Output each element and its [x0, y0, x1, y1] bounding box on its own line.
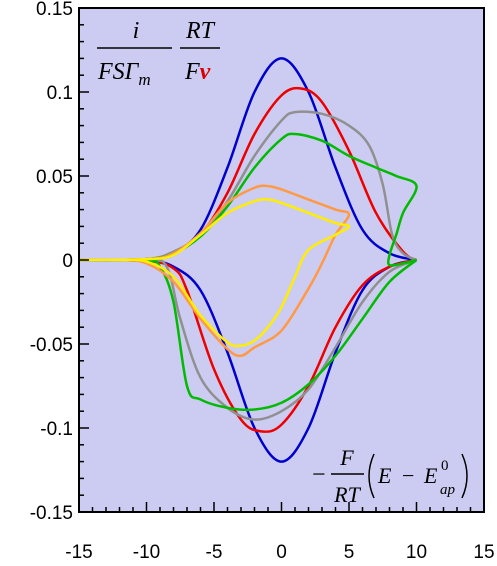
series-2-lower-line: [78, 258, 417, 433]
ylabel-den2-v: v: [200, 59, 211, 85]
ylabel-den2-f: F: [184, 59, 200, 85]
xlabel-e: E: [377, 463, 392, 488]
xlabel-minus: −: [312, 462, 326, 488]
tick-labels-layer: 0.15 0.1 0.05 0 -0.05 -0.1 -0.15 -15 -10 -5 0 5 10 15: [30, 0, 495, 563]
ylabel-den1-text: FSΓ: [97, 59, 140, 85]
ylabel-num2: RT: [185, 18, 216, 44]
xlabel-left-paren: [368, 453, 375, 499]
x-axis-label: − F RT E − E 0 ap: [312, 445, 468, 507]
series-layer: [78, 57, 418, 463]
series-3-lower-line: [78, 258, 417, 421]
y-tick-label: -0.05: [30, 335, 73, 356]
series-6-upper-line: [78, 198, 351, 348]
x-tick-label: 5: [344, 542, 355, 563]
x-tick-label: 10: [406, 542, 427, 563]
xlabel-e0: E: [423, 463, 438, 488]
y-tick-label: 0.05: [36, 167, 73, 188]
y-tick-label: 0.15: [36, 0, 73, 20]
xlabel-minus-2: −: [402, 463, 414, 488]
x-tick-label: -5: [206, 542, 223, 563]
xlabel-frac-den: RT: [333, 482, 361, 507]
xlabel-e0-sub: ap: [440, 482, 456, 498]
y-tick-label: -0.15: [30, 503, 73, 524]
ylabel-num1: i: [133, 18, 140, 44]
xlabel-e0-sup: 0: [441, 458, 449, 474]
y-tick-label: 0.1: [47, 83, 73, 104]
ylabel-den2: Fv: [184, 59, 211, 85]
y-axis-label: i FSΓm RT Fv: [97, 18, 220, 89]
x-tick-label: 0: [276, 542, 287, 563]
y-tick-label: -0.1: [40, 419, 73, 440]
x-tick-label: 15: [473, 542, 494, 563]
xlabel-frac-num: F: [339, 445, 354, 470]
ticks-layer: [78, 7, 485, 513]
ylabel-den1-sub: m: [138, 70, 150, 89]
x-tick-label: -10: [133, 542, 160, 563]
series-4-upper-line: [78, 132, 418, 267]
ylabel-den1: FSΓm: [97, 59, 151, 89]
xlabel-right-paren: [461, 453, 468, 499]
y-tick-label: 0: [62, 251, 73, 272]
x-tick-label: -15: [65, 542, 92, 563]
